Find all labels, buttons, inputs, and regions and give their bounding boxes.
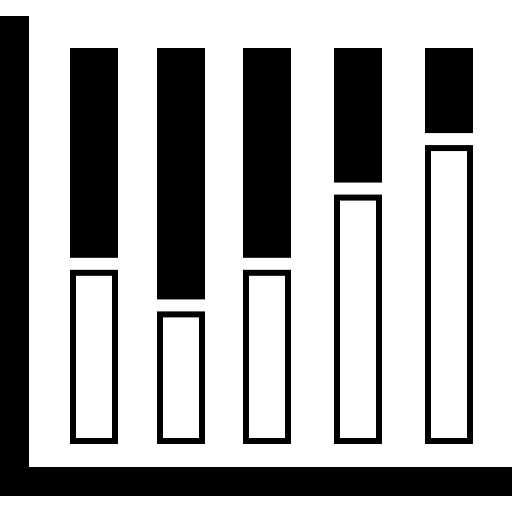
bar-filled-segment-5 [425, 48, 473, 134]
x-axis-line [0, 467, 512, 496]
bar-filled-segment-3 [243, 48, 291, 258]
bar-filled-segment-1 [70, 48, 118, 258]
bar-filled-segment-4 [334, 48, 382, 183]
bar-outlined-segment-3 [243, 269, 291, 444]
bar-outlined-segment-5 [425, 145, 473, 445]
bars-group [70, 48, 473, 445]
bar-filled-segment-2 [157, 48, 205, 300]
bar-outlined-segment-2 [157, 311, 205, 444]
bar-outlined-segment-4 [334, 194, 382, 444]
y-axis-line [0, 16, 29, 496]
bar-outlined-segment-1 [70, 269, 118, 444]
